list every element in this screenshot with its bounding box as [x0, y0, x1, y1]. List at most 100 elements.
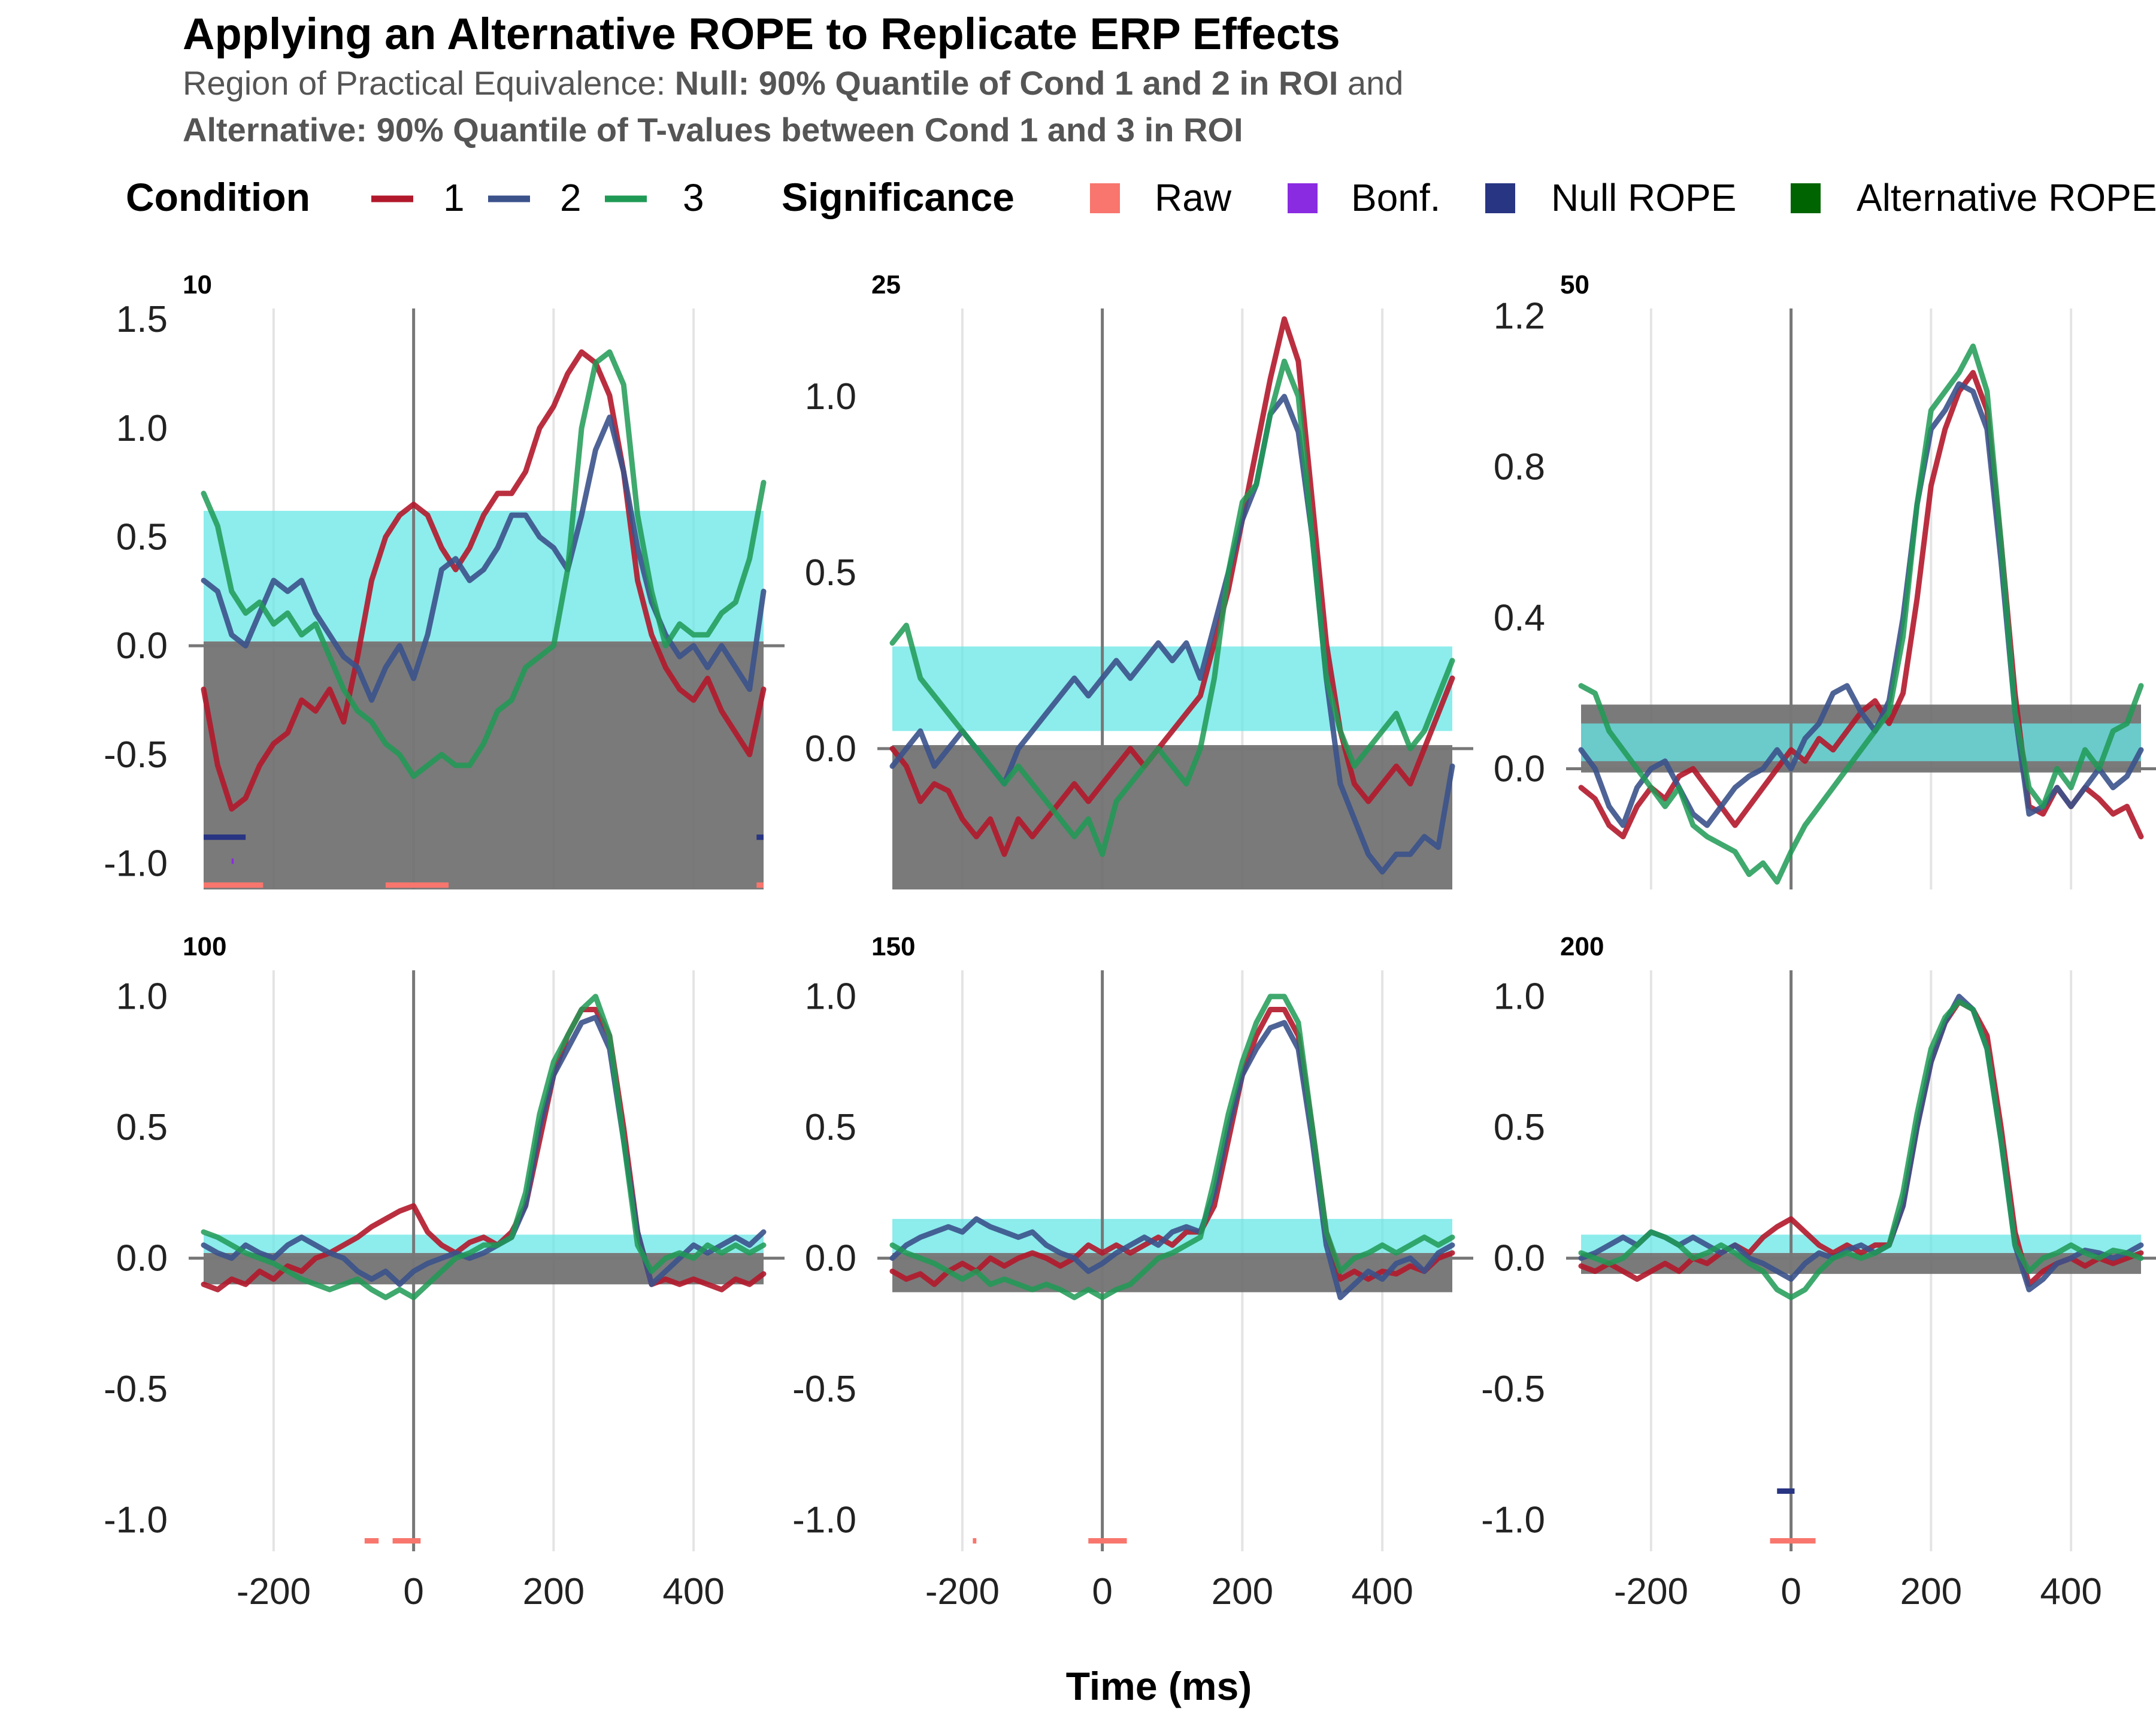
subtitle-line1-bold: Null: 90% Quantile of Cond 1 and 2 in RO…: [675, 64, 1339, 102]
x-tick-label: 200: [1212, 1571, 1273, 1612]
y-tick-label: 1.0: [805, 376, 856, 417]
y-tick-label: 1.2: [1494, 296, 1545, 337]
y-tick-label: 0.4: [1494, 597, 1545, 638]
series-line-cond2: [889, 1019, 1455, 1300]
y-tick-label: 0.5: [116, 516, 168, 558]
x-tick-label: 0: [1092, 1571, 1112, 1612]
legend-swatch-null-rope: [1485, 183, 1515, 213]
legend-swatch-raw: [1090, 183, 1120, 213]
x-tick-label: -200: [237, 1571, 311, 1612]
series-line-cond1: [201, 349, 767, 812]
legend-label-cond1: 1: [443, 176, 465, 219]
panel-label-50: 50: [1560, 270, 1589, 299]
panel-label-25: 25: [871, 270, 901, 299]
series-line-cond3: [1578, 998, 2144, 1300]
series-line-cond1: [1578, 998, 2144, 1287]
series-line-cond3: [889, 358, 1455, 857]
legend: Condition 1 2 3 Significance Raw Bonf. N…: [126, 175, 2156, 219]
x-tick-label: 400: [2040, 1571, 2102, 1612]
y-tick-label: -0.5: [1481, 1369, 1545, 1410]
legend-condition-title: Condition: [126, 175, 310, 219]
null-rope-band: [204, 641, 764, 889]
y-tick-label: -1.0: [792, 1500, 856, 1541]
panel-100: 100 -1.0 -0.5 0.0 0.5 1.0 -200 0 200 400: [104, 932, 785, 1612]
panel-25: 25 0.0 0.5 1.0: [805, 270, 1473, 889]
x-tick-label: 400: [662, 1571, 724, 1612]
panel-label-150: 150: [871, 932, 915, 961]
chart-subtitle-line2: Alternative: 90% Quantile of T-values be…: [183, 111, 1243, 149]
panel-label-200: 200: [1560, 932, 1604, 961]
y-tick-label: 0.0: [805, 728, 856, 770]
y-tick-label: 0.0: [1494, 1238, 1545, 1279]
legend-significance-title: Significance: [782, 175, 1015, 219]
x-tick-label: -200: [1614, 1571, 1688, 1612]
series-line-cond3: [201, 349, 767, 779]
series-line-cond3: [889, 994, 1455, 1300]
subtitle-line2-bold: Alternative: 90% Quantile of T-values be…: [183, 111, 1243, 149]
y-tick-label: 1.0: [116, 976, 168, 1018]
series-line-cond1: [201, 1007, 767, 1293]
x-tick-label: 0: [1780, 1571, 1801, 1612]
legend-label-cond3: 3: [683, 176, 704, 219]
alt-rope-band: [204, 510, 764, 641]
y-tick-label: 0.5: [805, 552, 856, 594]
y-tick-label: -1.0: [104, 1500, 168, 1541]
panel-grid: 10 -1.0 -0.5 0.0 0.5 1.0 1.5 25 0.0 0.5 1.0 50 0.0 0.…: [104, 270, 2156, 1612]
legend-condition-1: 1: [371, 176, 465, 219]
subtitle-line1-prefix: Region of Practical Equivalence:: [183, 64, 675, 102]
y-tick-label: 0.5: [805, 1107, 856, 1148]
legend-label-raw: Raw: [1155, 176, 1232, 219]
panel-label-100: 100: [183, 932, 226, 961]
x-tick-label: 400: [1351, 1571, 1413, 1612]
y-tick-label: 0.0: [116, 625, 168, 667]
legend-swatch-bonf: [1288, 183, 1318, 213]
legend-label-null-rope: Null ROPE: [1551, 176, 1736, 219]
legend-label-cond2: 2: [560, 176, 582, 219]
series-line-cond2: [201, 1015, 767, 1287]
x-tick-label: 200: [523, 1571, 585, 1612]
x-tick-label: -200: [925, 1571, 1000, 1612]
y-tick-label: 0.0: [116, 1238, 168, 1279]
series-line-cond3: [1578, 343, 2144, 885]
series-line-cond1: [889, 1007, 1455, 1287]
y-tick-label: -1.0: [1481, 1500, 1545, 1541]
y-tick-label: 1.0: [1494, 976, 1545, 1018]
x-axis-label: Time (ms): [1066, 1664, 1252, 1708]
panel-50: 50 0.0 0.4 0.8 1.2: [1494, 270, 2156, 889]
x-tick-label: 0: [403, 1571, 423, 1612]
legend-sig-raw: Raw: [1090, 176, 1232, 219]
y-tick-label: -1.0: [104, 843, 168, 884]
y-tick-label: -0.5: [104, 734, 168, 776]
x-tick-label: 200: [1900, 1571, 1962, 1612]
y-tick-label: -0.5: [792, 1369, 856, 1410]
legend-condition-2: 2: [488, 176, 582, 219]
y-tick-label: 0.0: [805, 1238, 856, 1279]
y-tick-label: 0.5: [116, 1107, 168, 1148]
alt-rope-band: [1581, 723, 2141, 761]
panel-label-10: 10: [183, 270, 212, 299]
legend-sig-null-rope: Null ROPE: [1485, 176, 1736, 219]
chart-subtitle-line1: Region of Practical Equivalence: Null: 9…: [183, 64, 1403, 102]
subtitle-line1-suffix: and: [1338, 64, 1403, 102]
alt-rope-band: [892, 1219, 1452, 1253]
y-tick-label: 1.5: [116, 299, 168, 340]
legend-sig-bonf: Bonf.: [1288, 176, 1440, 219]
y-tick-label: 0.8: [1494, 447, 1545, 488]
chart-title: Applying an Alternative ROPE to Replicat…: [183, 9, 1340, 59]
y-tick-label: 1.0: [116, 408, 168, 449]
y-tick-label: 0.5: [1494, 1107, 1545, 1148]
legend-swatch-alt-rope: [1791, 183, 1821, 213]
series-line-cond1: [889, 316, 1455, 857]
panel-200: 200 -1.0 -0.5 0.0 0.5 1.0 -200 0 200 400: [1481, 932, 2156, 1612]
legend-sig-alt-rope: Alternative ROPE: [1791, 176, 2156, 219]
y-tick-label: 0.0: [1494, 748, 1545, 789]
panel-10: 10 -1.0 -0.5 0.0 0.5 1.0 1.5: [104, 270, 785, 889]
y-tick-label: -0.5: [104, 1369, 168, 1410]
legend-label-bonf: Bonf.: [1351, 176, 1440, 219]
panel-150: 150 -1.0 -0.5 0.0 0.5 1.0 -200 0 200 400: [792, 932, 1473, 1612]
series-line-cond3: [201, 994, 767, 1300]
legend-condition-3: 3: [605, 176, 704, 219]
y-tick-label: 1.0: [805, 976, 856, 1018]
legend-label-alt-rope: Alternative ROPE: [1857, 176, 2156, 219]
